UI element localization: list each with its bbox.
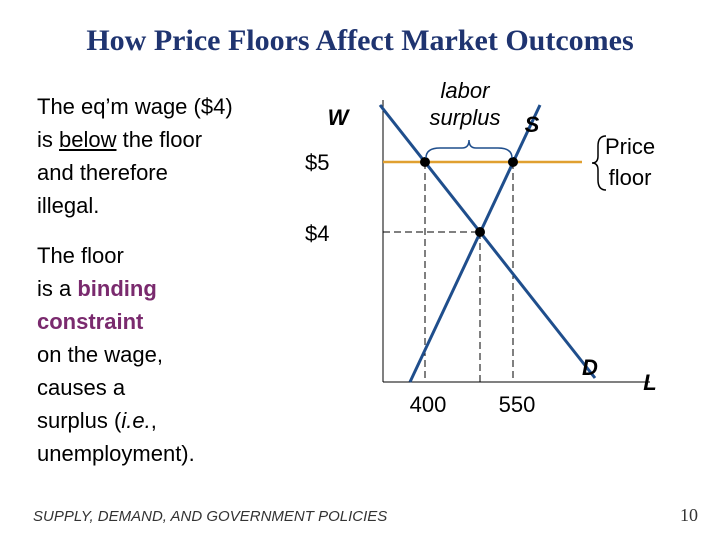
text: , xyxy=(150,408,163,433)
demand-curve xyxy=(378,104,597,379)
point xyxy=(508,157,518,167)
text-line: is a binding xyxy=(37,272,195,305)
price-label: $4 xyxy=(305,221,329,246)
text: binding xyxy=(77,276,157,301)
annotation: labor xyxy=(441,78,492,103)
paragraph: The eq’m wage ($4) is below the floor an… xyxy=(37,90,233,222)
curve-label: D xyxy=(582,355,598,380)
footer: SUPPLY, DEMAND, AND GOVERNMENT POLICIES xyxy=(33,508,388,525)
text-line: illegal. xyxy=(37,189,233,222)
floor-brace xyxy=(591,135,607,191)
text: constraint xyxy=(37,309,144,334)
text-line: The floor xyxy=(37,239,195,272)
text: i.e. xyxy=(121,408,151,433)
text: on the wage, xyxy=(37,342,163,367)
text-line: on the wage, xyxy=(37,338,195,371)
text: illegal. xyxy=(37,193,100,218)
text: below xyxy=(59,127,117,152)
text: causes a xyxy=(37,375,126,400)
point xyxy=(475,227,485,237)
text-line: is below the floor xyxy=(37,123,233,156)
text-line: surplus (i.e., xyxy=(37,404,195,437)
text-line: The eq’m wage ($4) xyxy=(37,90,233,123)
quantity-label: 400 xyxy=(410,392,447,417)
axis-label: L xyxy=(643,370,656,395)
text-line: unemployment). xyxy=(37,437,195,470)
axis-label: W xyxy=(328,105,351,130)
annotation: Price xyxy=(605,134,655,159)
paragraph: The floor is a binding constraint on the… xyxy=(37,239,195,470)
surplus-brace xyxy=(425,139,513,159)
slide-title: How Price Floors Affect Market Outcomes xyxy=(86,24,634,57)
text: unemployment). xyxy=(37,441,195,466)
supply-curve xyxy=(408,104,542,383)
annotation: floor xyxy=(609,165,652,190)
text-line: causes a xyxy=(37,371,195,404)
text: is a xyxy=(37,276,78,301)
page-number: 10 xyxy=(680,505,698,525)
point xyxy=(420,157,430,167)
text: and therefore xyxy=(37,160,168,185)
text: The eq’m wage ($4) xyxy=(37,94,233,119)
curve-label: S xyxy=(525,112,540,137)
quantity-label: 550 xyxy=(499,392,536,417)
annotation: surplus xyxy=(430,105,501,130)
text-line: and therefore xyxy=(37,156,233,189)
text: surplus ( xyxy=(37,408,122,433)
text-line: constraint xyxy=(37,305,195,338)
text: The floor xyxy=(37,243,124,268)
price-label: $5 xyxy=(305,150,329,175)
text: is xyxy=(37,127,59,152)
text: the floor xyxy=(116,127,203,152)
